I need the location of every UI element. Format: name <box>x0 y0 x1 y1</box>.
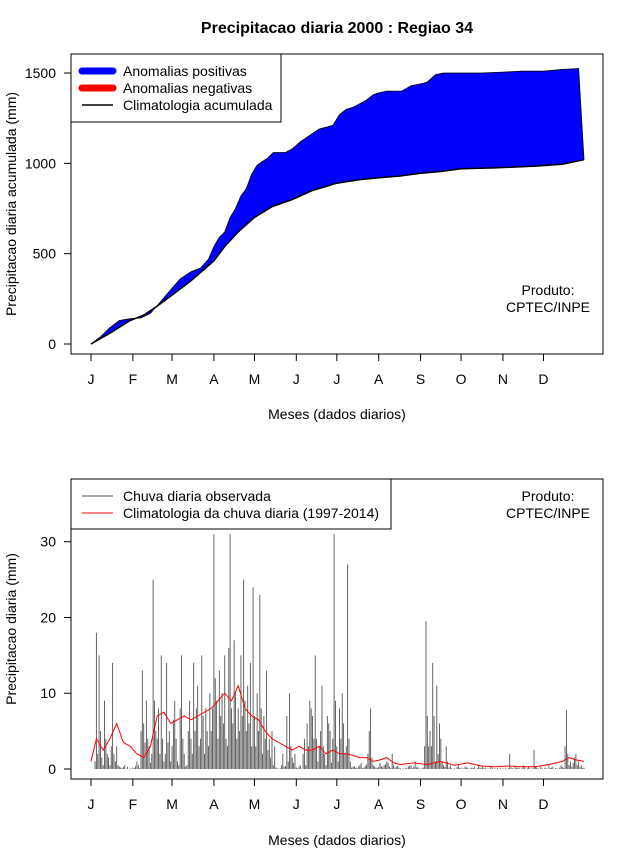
x-tick-label: M <box>166 796 178 812</box>
panel2-product-source: CPTEC/INPE <box>506 505 590 521</box>
cumulative-panel: 0 500 1000 1500 J F M A M J J A S O N D Precipitacao d… <box>3 53 604 422</box>
anomaly-area-group <box>90 68 585 345</box>
x-tick-label: A <box>209 371 219 387</box>
panel2-ylabel: Precipitacao diaria (mm) <box>3 553 19 705</box>
x-tick-label: J <box>293 371 300 387</box>
panel1-legend: Anomalias positivas Anomalias negativas … <box>70 53 282 123</box>
legend-positive-label: Anomalias positivas <box>123 63 247 79</box>
x-tick-label: O <box>456 371 467 387</box>
x-tick-label: D <box>538 796 548 812</box>
panel2-y-axis: 0 10 20 30 <box>40 534 72 777</box>
daily-climatology-line <box>90 684 585 768</box>
x-tick-label: M <box>166 371 178 387</box>
panel1-ylabel: Precipitacao diaria acumulada (mm) <box>3 92 19 316</box>
y-tick-label: 10 <box>40 685 56 701</box>
legend-negative-label: Anomalias negativas <box>123 80 252 96</box>
panel1-xlabel: Meses (dados diarios) <box>268 406 406 422</box>
daily-panel: 0 10 20 30 J F M A M J J A S O N D Precipitacao diaria… <box>3 478 604 848</box>
x-tick-label: A <box>209 796 219 812</box>
x-tick-label: A <box>374 796 384 812</box>
x-tick-label: J <box>88 796 95 812</box>
x-tick-label: D <box>538 371 548 387</box>
panel1-y-axis: 0 500 1000 1500 <box>25 65 72 352</box>
panel2-legend-box <box>70 478 392 530</box>
panel2-product-label: Produto: <box>522 488 575 504</box>
panel2-legend: Chuva diaria observada Climatologia da c… <box>70 478 392 530</box>
chart-title: Precipitacao diaria 2000 : Regiao 34 <box>201 20 473 37</box>
x-tick-label: S <box>416 796 425 812</box>
y-tick-label: 0 <box>48 761 56 777</box>
y-tick-label: 1500 <box>25 65 56 81</box>
x-tick-label: J <box>88 371 95 387</box>
y-tick-label: 20 <box>40 609 56 625</box>
x-tick-label: J <box>333 796 340 812</box>
x-tick-label: M <box>249 371 261 387</box>
y-tick-label: 1000 <box>25 155 56 171</box>
panel2-xlabel: Meses (dados diarios) <box>268 832 406 848</box>
x-tick-label: A <box>374 371 384 387</box>
x-tick-label: J <box>333 371 340 387</box>
x-tick-label: N <box>498 796 508 812</box>
panel1-product-label: Produto: <box>522 282 575 298</box>
x-tick-label: F <box>129 371 138 387</box>
daily-bars-group <box>94 534 585 769</box>
x-tick-label: S <box>416 371 425 387</box>
panel1-product-source: CPTEC/INPE <box>506 299 590 315</box>
x-tick-label: O <box>456 796 467 812</box>
legend-climatology-daily-label: Climatologia da chuva diaria (1997-2014) <box>123 505 379 521</box>
legend-observed-label: Chuva diaria observada <box>123 488 271 504</box>
legend-climatology-label: Climatologia acumulada <box>123 97 273 113</box>
daily-climatology-group <box>90 684 585 768</box>
y-tick-label: 500 <box>33 246 57 262</box>
x-tick-label: J <box>293 796 300 812</box>
y-tick-label: 0 <box>48 336 56 352</box>
y-tick-label: 30 <box>40 534 56 550</box>
x-tick-label: N <box>498 371 508 387</box>
x-tick-label: F <box>129 796 138 812</box>
climatology-cumulative-line <box>90 158 585 345</box>
x-tick-label: M <box>249 796 261 812</box>
